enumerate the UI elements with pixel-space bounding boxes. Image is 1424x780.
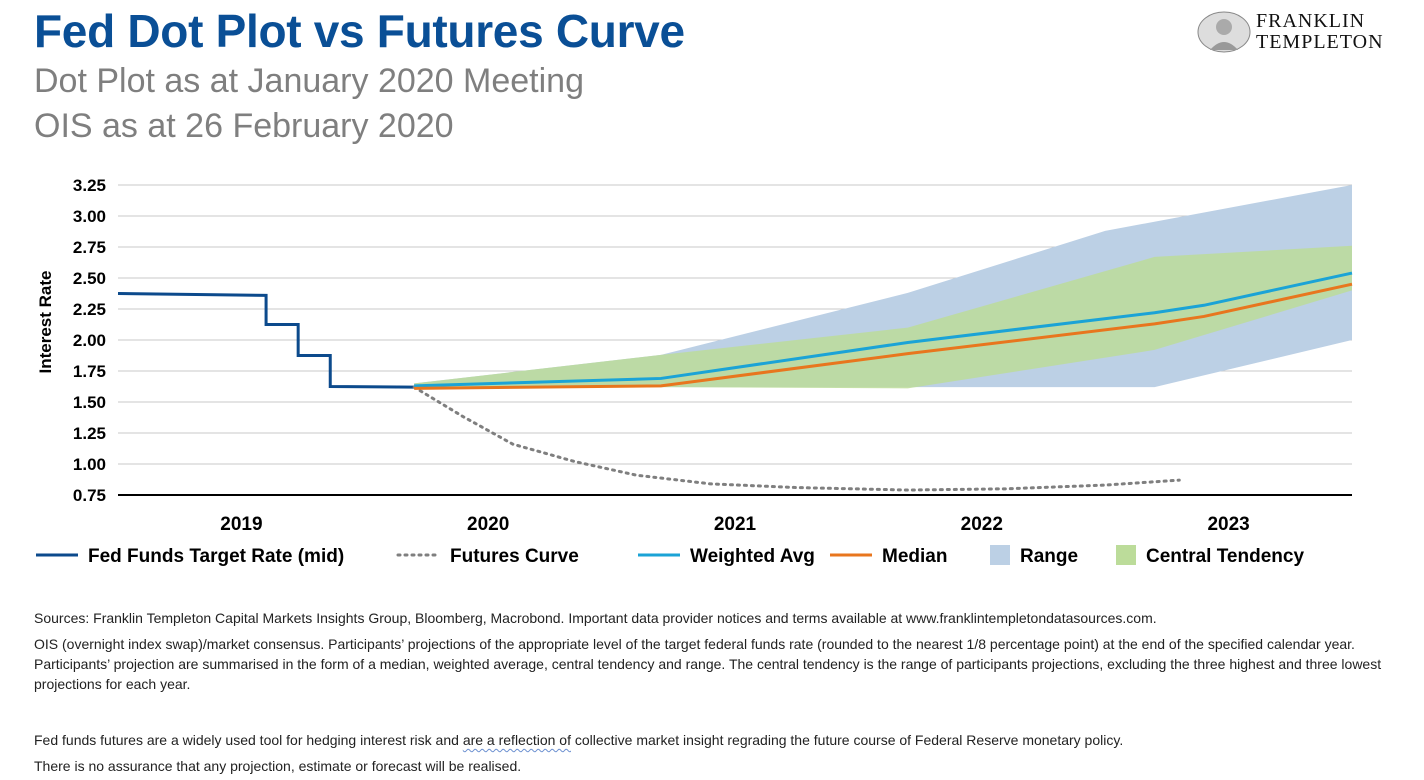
series-median [414,282,1353,390]
assurance-note: There is no assurance that any projectio… [34,758,522,774]
sources-note: Sources: Franklin Templeton Capital Mark… [34,610,1157,626]
series-fed-funds-target-rate-mid [117,292,415,389]
futures-note-part1: Fed funds futures are a widely used tool… [34,732,463,748]
series-lines [117,271,1353,492]
legend-label: Futures Curve [450,546,579,567]
x-tick-label: 2019 [220,514,262,535]
legend-swatch [990,545,1010,565]
ois-note: OIS (overnight index swap)/market consen… [34,636,1382,692]
legend-label: Median [882,546,947,567]
x-tick-label: 2020 [467,514,509,535]
y-tick-label: 1.75 [73,362,106,381]
franklin-portrait-icon [1197,11,1251,53]
y-tick-label: 2.25 [73,300,106,319]
axes: 3.25 3.00 2.75 2.50 2.25 2.00 1.75 1.50 1.25 1.00… [36,176,1352,535]
futures-note: Fed funds futures are a widely used tool… [34,730,1394,750]
x-tick-label: 2023 [1207,514,1249,535]
franklin-templeton-logo: FRANKLIN TEMPLETON [1196,10,1406,54]
y-tick-label: 2.75 [73,238,106,257]
y-tick-label: 2.50 [73,269,106,288]
x-tick-label: 2022 [961,514,1003,535]
legend-label: Weighted Avg [690,546,815,567]
y-tick-label: 1.50 [73,393,106,412]
y-tick-label: 1.25 [73,424,106,443]
y-tick-label: 0.75 [73,486,106,505]
page-title: Fed Dot Plot vs Futures Curve [34,5,685,57]
subtitle-dot-plot: Dot Plot as at January 2020 Meeting [34,62,584,100]
y-axis-label: Interest Rate [36,271,55,374]
legend-label: Fed Funds Target Rate (mid) [88,546,344,567]
legend: Fed Funds Target Rate (mid) Futures Curve… [36,545,1304,567]
y-tick-label: 3.00 [73,207,106,226]
y-tick-label: 2.00 [73,331,106,350]
y-tick-label: 1.00 [73,455,106,474]
legend-label: Range [1020,546,1078,567]
x-tick-label: 2021 [714,514,757,535]
bands [414,185,1352,389]
series-weighted-avg [414,271,1353,388]
series-futures-curve [412,385,1181,492]
futures-note-part2: are a reflection of [462,732,571,748]
y-tick-label: 3.25 [73,176,106,195]
logo-text-templeton: TEMPLETON [1256,31,1384,53]
subtitle-ois: OIS as at 26 February 2020 [34,107,454,145]
band-central-tendency [414,245,1352,389]
logo-text-franklin: FRANKLIN [1256,10,1366,32]
legend-swatch [1116,545,1136,565]
legend-label: Central Tendency [1146,546,1304,567]
futures-note-part3: collective market insight regrading the … [570,732,1124,748]
